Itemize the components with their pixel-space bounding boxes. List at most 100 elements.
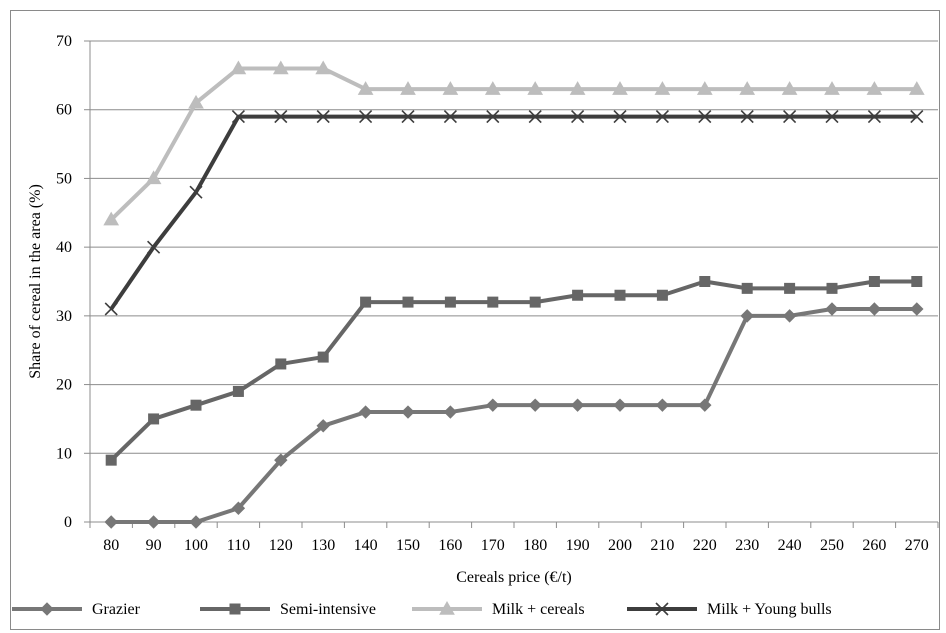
point-milk-cereals-190 xyxy=(569,81,586,95)
point-milk-cereals-180 xyxy=(527,81,544,95)
legend-marker-milk-young-bulls xyxy=(655,602,669,616)
x-tick-200: 200 xyxy=(608,537,632,554)
series-milk-young-bulls xyxy=(104,110,924,316)
point-milk-young-bulls-230 xyxy=(740,110,754,124)
point-grazier-230 xyxy=(740,309,754,323)
legend-marker-milk-cereals xyxy=(439,600,455,615)
x-tick-80: 80 xyxy=(103,537,119,554)
point-grazier-140 xyxy=(358,405,373,419)
point-grazier-170 xyxy=(486,398,500,412)
point-milk-young-bulls-270 xyxy=(910,110,924,124)
x-tick-150: 150 xyxy=(396,537,420,554)
point-grazier-160 xyxy=(443,405,458,419)
point-milk-young-bulls-210 xyxy=(655,110,669,124)
point-semi-intensive-230 xyxy=(741,282,753,294)
point-grazier-120 xyxy=(274,453,288,467)
legend-item-grazier: Grazier xyxy=(12,601,141,618)
point-milk-young-bulls-260 xyxy=(867,110,881,124)
x-tick-110: 110 xyxy=(227,537,250,554)
point-milk-cereals-170 xyxy=(484,81,501,95)
point-semi-intensive-160 xyxy=(444,296,456,308)
y-tick-60: 60 xyxy=(56,102,72,119)
point-grazier-250 xyxy=(825,302,839,316)
point-milk-young-bulls-220 xyxy=(698,110,712,124)
point-milk-cereals-110 xyxy=(230,60,247,75)
point-semi-intensive-200 xyxy=(614,289,626,301)
axes xyxy=(84,40,939,528)
point-semi-intensive-120 xyxy=(275,358,287,370)
point-milk-young-bulls-130 xyxy=(316,110,330,124)
point-semi-intensive-220 xyxy=(699,276,711,287)
point-milk-cereals-150 xyxy=(400,81,416,95)
point-grazier-270 xyxy=(910,302,924,316)
x-tick-220: 220 xyxy=(693,537,717,554)
point-milk-cereals-160 xyxy=(442,81,459,95)
point-semi-intensive-170 xyxy=(487,296,499,308)
legend-item-milk-cereals: Milk + cereals xyxy=(412,600,585,618)
x-tick-160: 160 xyxy=(438,537,462,554)
y-tick-70: 70 xyxy=(56,33,72,50)
point-milk-cereals-250 xyxy=(824,81,840,95)
chart-frame xyxy=(10,10,940,630)
x-tick-130: 130 xyxy=(311,537,335,554)
legend-label-milk-cereals: Milk + cereals xyxy=(492,601,585,618)
point-milk-young-bulls-120 xyxy=(274,110,288,124)
point-milk-cereals-80 xyxy=(103,211,120,226)
x-tick-230: 230 xyxy=(735,537,759,554)
point-milk-cereals-90 xyxy=(145,170,162,185)
point-semi-intensive-190 xyxy=(572,289,584,301)
point-grazier-150 xyxy=(401,405,415,419)
point-grazier-260 xyxy=(867,302,882,316)
point-milk-young-bulls-200 xyxy=(613,110,627,124)
y-tick-50: 50 xyxy=(56,170,72,187)
point-milk-young-bulls-150 xyxy=(401,110,415,124)
point-semi-intensive-180 xyxy=(529,296,541,308)
point-grazier-180 xyxy=(528,398,542,412)
x-tick-210: 210 xyxy=(650,537,674,554)
point-milk-cereals-240 xyxy=(781,81,798,95)
point-semi-intensive-130 xyxy=(317,351,329,363)
point-semi-intensive-80 xyxy=(105,454,117,466)
y-axis-title: Share of cereal in the area (%) xyxy=(27,184,44,379)
point-milk-young-bulls-100 xyxy=(189,185,203,199)
y-tick-10: 10 xyxy=(56,445,72,462)
point-milk-cereals-220 xyxy=(696,81,713,95)
point-semi-intensive-90 xyxy=(148,413,160,425)
x-axis-title: Cereals price (€/t) xyxy=(456,569,572,586)
legend-marker-grazier xyxy=(40,602,54,616)
point-grazier-220 xyxy=(698,398,712,412)
x-tick-120: 120 xyxy=(269,537,293,554)
point-milk-cereals-210 xyxy=(654,81,671,95)
x-tick-180: 180 xyxy=(523,537,547,554)
legend-marker-semi-intensive xyxy=(229,603,241,615)
point-semi-intensive-100 xyxy=(190,399,202,411)
y-tick-labels: 0 10 20 30 40 50 60 70 xyxy=(56,33,72,531)
point-milk-young-bulls-240 xyxy=(783,110,797,124)
legend-item-semi-intensive: Semi-intensive xyxy=(200,601,376,618)
point-semi-intensive-210 xyxy=(656,289,668,301)
x-tick-90: 90 xyxy=(146,537,162,554)
point-milk-cereals-140 xyxy=(357,81,374,95)
point-grazier-80 xyxy=(104,515,118,529)
legend: Grazier Semi-intensive Milk + cereals Milk … xyxy=(12,600,832,618)
line-semi-intensive xyxy=(109,279,917,462)
series-grazier xyxy=(104,302,924,529)
legend-label-grazier: Grazier xyxy=(92,601,141,618)
series-semi-intensive xyxy=(105,276,923,466)
point-semi-intensive-250 xyxy=(826,282,838,294)
point-grazier-90 xyxy=(146,515,161,529)
legend-label-milk-young-bulls: Milk + Young bulls xyxy=(707,601,832,618)
point-milk-young-bulls-250 xyxy=(825,110,839,124)
point-milk-cereals-230 xyxy=(739,81,756,95)
point-grazier-200 xyxy=(613,398,627,412)
point-milk-young-bulls-170 xyxy=(486,110,500,124)
point-semi-intensive-270 xyxy=(911,276,923,287)
x-tick-140: 140 xyxy=(354,537,378,554)
point-grazier-130 xyxy=(316,419,330,433)
x-tick-240: 240 xyxy=(778,537,802,554)
point-milk-young-bulls-80 xyxy=(104,302,118,316)
point-grazier-100 xyxy=(189,515,203,529)
point-grazier-240 xyxy=(782,309,797,323)
point-semi-intensive-140 xyxy=(360,296,372,308)
